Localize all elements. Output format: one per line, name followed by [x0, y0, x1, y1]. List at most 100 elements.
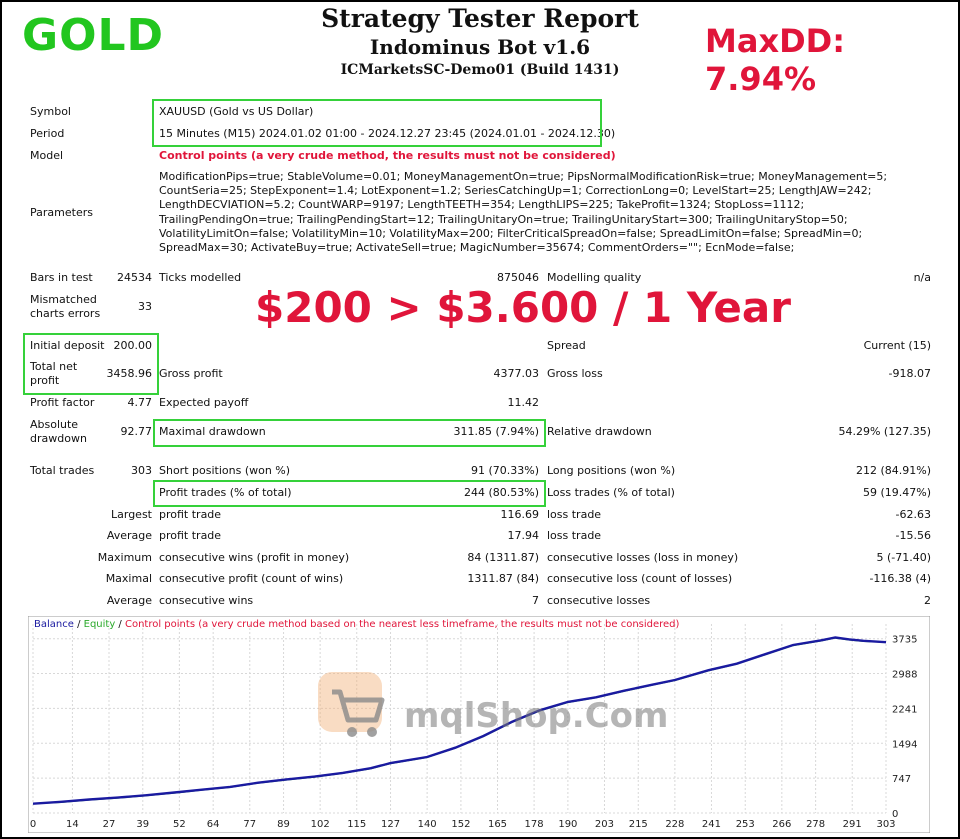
- model-value: Control points (a very crude method, the…: [159, 149, 616, 162]
- mxl-cl-value: -116.38 (4): [869, 572, 931, 585]
- parameters-value: ModificationPips=true; StableVolume=0.01…: [159, 170, 888, 255]
- ticks-label: Ticks modelled: [159, 271, 242, 284]
- x-tick-label: 27: [103, 819, 116, 830]
- y-tick-label: 3735: [892, 635, 917, 646]
- symbol-label: Symbol: [30, 105, 71, 118]
- series-line-balance: [32, 636, 887, 805]
- ltrades-value: 59 (19.47%): [862, 486, 931, 499]
- legend-sep2: /: [115, 619, 125, 630]
- x-tick-label: 39: [136, 819, 149, 830]
- netprofit-label: Total net profit: [30, 360, 78, 387]
- ticks-value: 875046: [497, 271, 539, 284]
- x-tick-label: 203: [595, 819, 614, 830]
- ltrades-label: Loss trades (% of total): [547, 486, 675, 499]
- y-tick-label: 0: [892, 809, 898, 820]
- deposit-label: Initial deposit: [30, 339, 105, 352]
- short-value: 91 (70.33%): [470, 464, 539, 477]
- legend-balance: Balance: [34, 619, 74, 630]
- x-tick-label: 77: [243, 819, 256, 830]
- x-tick-label: 266: [772, 819, 791, 830]
- spread-value: Current (15): [863, 339, 931, 352]
- pf-value: 4.77: [127, 396, 153, 409]
- legend-sep1: /: [73, 619, 84, 630]
- netprofit-value: 3458.96: [106, 367, 153, 380]
- max-cw-value: 84 (1311.87): [467, 551, 539, 564]
- short-label: Short positions (won %): [159, 464, 291, 477]
- x-tick-label: 215: [629, 819, 648, 830]
- long-label: Long positions (won %): [547, 464, 676, 477]
- highlight-maxdd: [153, 419, 546, 447]
- promo-banner: $200 > $3.600 / 1 Year: [255, 283, 791, 332]
- maxdd-label: MaxDD: 7.94%: [705, 22, 845, 98]
- y-tick-label: 747: [892, 774, 911, 785]
- x-tick-label: 127: [381, 819, 400, 830]
- period-value: 15 Minutes (M15) 2024.01.02 01:00 - 2024…: [159, 127, 616, 140]
- x-tick-label: 152: [451, 819, 470, 830]
- x-tick-label: 241: [702, 819, 721, 830]
- deposit-value: 200.00: [113, 339, 153, 352]
- x-tick-label: 165: [488, 819, 507, 830]
- highlight-deposit-profit: [23, 333, 159, 395]
- y-tick-label: 2241: [892, 704, 917, 715]
- x-tick-label: 115: [347, 819, 366, 830]
- trades-value: 303: [131, 464, 152, 477]
- average-label: Average: [106, 529, 152, 542]
- largest-pt-value: 116.69: [500, 508, 540, 521]
- period-label: Period: [30, 127, 65, 140]
- x-tick-label: 291: [843, 819, 862, 830]
- largest-label: Largest: [111, 508, 152, 521]
- ptrades-label: Profit trades (% of total): [159, 486, 292, 499]
- grossloss-label: Gross loss: [547, 367, 603, 380]
- x-tick-label: 0: [30, 819, 36, 830]
- ptrades-value: 244 (80.53%): [463, 486, 539, 499]
- largest-lt-value: -62.63: [895, 508, 931, 521]
- highlight-symbol-period: [152, 99, 602, 147]
- x-tick-label: 178: [525, 819, 544, 830]
- mxl-cp-value: 1311.87 (84): [467, 572, 539, 585]
- bars-value: 24534: [117, 271, 152, 284]
- maximal-label: Maximal: [105, 572, 152, 585]
- mismatch-label: Mismatched charts errors: [30, 293, 101, 320]
- x-tick-label: 190: [558, 819, 577, 830]
- x-tick-label: 14: [66, 819, 79, 830]
- mxl-cl-label: consecutive loss (count of losses): [547, 572, 733, 585]
- average-pt-label: profit trade: [159, 529, 222, 542]
- average-lt-label: loss trade: [547, 529, 602, 542]
- maxdd-stat-value: 311.85 (7.94%): [453, 425, 539, 438]
- absdd-label: Absolute drawdown: [30, 418, 87, 445]
- cart-icon: [318, 672, 385, 737]
- balance-chart: 0 14 27 39 52 64 77 89 102 115 127 140 152 165 178 190 2…: [28, 616, 930, 833]
- grossprofit-value: 4377.03: [493, 367, 540, 380]
- max-cl-value: 5 (-71.40): [876, 551, 931, 564]
- pf-label: Profit factor: [30, 396, 95, 409]
- chart-legend: Balance / Equity / Control points (a ver…: [34, 619, 679, 630]
- largest-pt-label: profit trade: [159, 508, 222, 521]
- report-title: Strategy Tester Report: [321, 4, 639, 33]
- x-tick-label: 89: [277, 819, 290, 830]
- spread-label: Spread: [547, 339, 586, 352]
- watermark-text: mqlShop.Com: [404, 696, 669, 736]
- average-pt-value: 17.94: [507, 529, 540, 542]
- quality-value: n/a: [913, 271, 931, 284]
- average2-label: Average: [106, 594, 152, 607]
- absdd-value: 92.77: [120, 425, 153, 438]
- bars-label: Bars in test: [30, 271, 93, 284]
- model-label: Model: [30, 149, 64, 162]
- account-name: ICMarketsSC-Demo01 (Build 1431): [340, 62, 620, 78]
- parameters-label: Parameters: [30, 206, 93, 219]
- max-cl-label: consecutive losses (loss in money): [547, 551, 739, 564]
- payoff-value: 11.42: [507, 396, 540, 409]
- bot-name: Indominus Bot v1.6: [369, 35, 591, 59]
- largest-lt-label: loss trade: [547, 508, 602, 521]
- grossprofit-label: Gross profit: [159, 367, 223, 380]
- reldd-label: Relative drawdown: [547, 425, 652, 438]
- mxl-cp-label: consecutive profit (count of wins): [159, 572, 344, 585]
- x-tick-label: 52: [173, 819, 186, 830]
- average-lt-value: -15.56: [895, 529, 931, 542]
- gold-label: GOLD: [22, 10, 165, 61]
- x-tick-label: 64: [207, 819, 220, 830]
- avg-cl-value: 2: [924, 594, 931, 607]
- max-cw-label: consecutive wins (profit in money): [159, 551, 350, 564]
- x-tick-label: 253: [736, 819, 755, 830]
